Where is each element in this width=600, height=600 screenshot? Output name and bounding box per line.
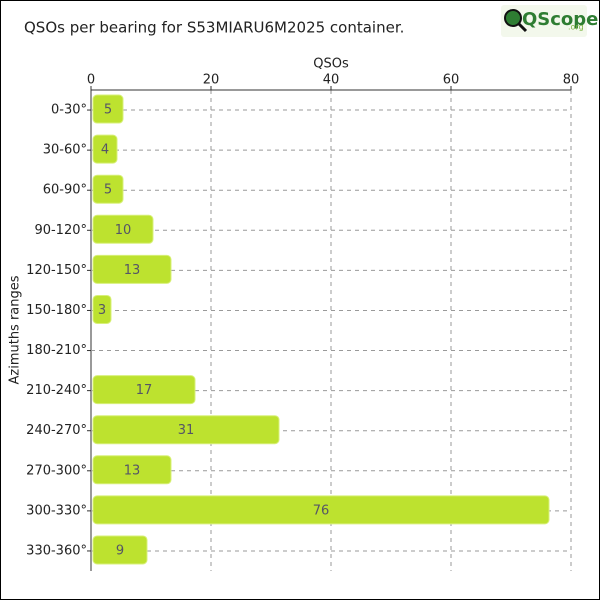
x-tick-label: 40 — [323, 73, 340, 88]
x-axis-label: QSOs — [313, 57, 349, 72]
value-label: 3 — [98, 303, 106, 318]
value-label: 5 — [104, 103, 112, 118]
bar — [92, 94, 124, 124]
y-tick-label: 120-150° — [26, 263, 87, 278]
value-label: 9 — [116, 543, 124, 558]
logo: QScope .org — [501, 5, 598, 37]
y-tick-label: 210-240° — [26, 383, 87, 398]
value-label: 4 — [101, 143, 109, 158]
value-label: 13 — [124, 263, 141, 278]
bar — [92, 455, 172, 485]
y-tick-label: 90-120° — [34, 223, 87, 238]
logo-suffix: .org — [568, 23, 584, 32]
value-label: 5 — [104, 183, 112, 198]
bar — [92, 495, 550, 525]
bar — [92, 214, 154, 244]
bar — [92, 134, 118, 164]
y-tick-label: 300-330° — [26, 503, 87, 518]
y-tick-label: 240-270° — [26, 423, 87, 438]
bar — [92, 254, 172, 284]
y-axis-label: Azimuths ranges — [8, 275, 23, 384]
x-tick-label: 60 — [443, 73, 460, 88]
value-label: 13 — [124, 463, 141, 478]
x-tick-label: 0 — [87, 73, 95, 88]
y-tick-label: 270-300° — [26, 463, 87, 478]
y-tick-label: 150-180° — [26, 303, 87, 318]
value-label: 17 — [136, 383, 153, 398]
value-label: 31 — [178, 423, 195, 438]
bar — [92, 415, 280, 445]
y-tick-label: 0-30° — [51, 103, 87, 118]
y-tick-label: 60-90° — [43, 183, 87, 198]
value-label: 76 — [313, 503, 330, 518]
chart-title: QSOs per bearing for S53MIARU6M2025 cont… — [24, 19, 404, 37]
x-tick-label: 80 — [563, 73, 580, 88]
logo-handle — [517, 22, 528, 33]
y-tick-label: 330-360° — [26, 543, 87, 558]
y-tick-label: 180-210° — [26, 343, 87, 358]
logo-globe — [504, 9, 522, 27]
bar — [92, 535, 148, 565]
bar — [92, 294, 112, 324]
bar — [92, 375, 196, 405]
logo-text: QScope — [522, 9, 598, 30]
value-label: 10 — [115, 223, 132, 238]
bar — [92, 174, 124, 204]
y-tick-label: 30-60° — [43, 143, 87, 158]
x-tick-label: 20 — [203, 73, 220, 88]
